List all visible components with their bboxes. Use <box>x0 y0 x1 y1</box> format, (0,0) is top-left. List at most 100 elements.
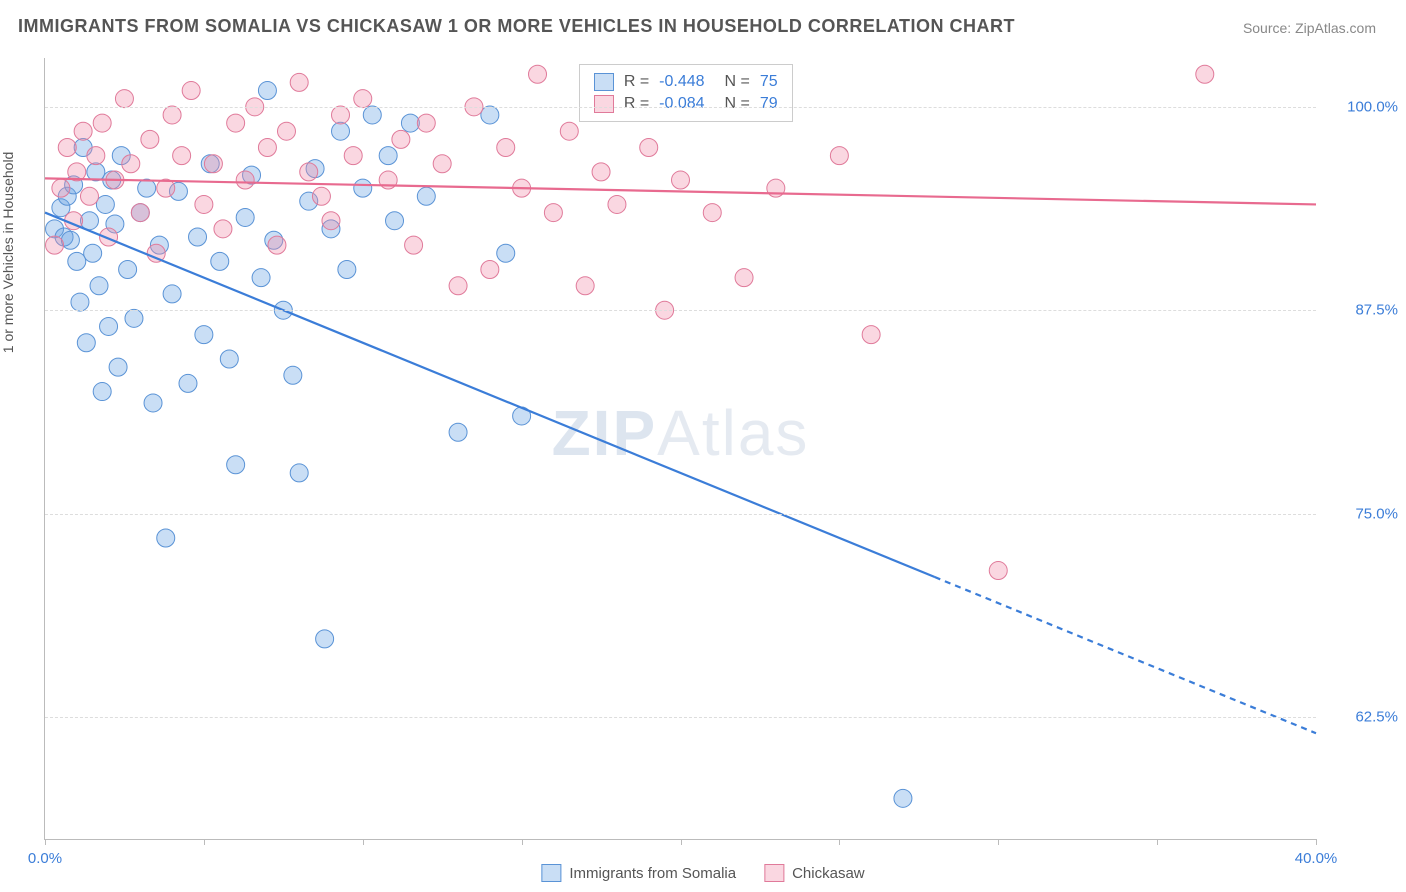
data-point <box>173 147 191 165</box>
data-point <box>100 317 118 335</box>
legend-swatch <box>594 73 614 91</box>
data-point <box>61 231 79 249</box>
data-point <box>227 114 245 132</box>
data-point <box>93 114 111 132</box>
data-point <box>77 334 95 352</box>
source-prefix: Source: <box>1243 20 1295 36</box>
data-point <box>640 138 658 156</box>
bottom-legend-item: Immigrants from Somalia <box>541 864 736 882</box>
data-point <box>284 366 302 384</box>
data-point <box>862 326 880 344</box>
scatter-svg <box>45 58 1316 839</box>
x-tick <box>522 839 523 845</box>
data-point <box>258 82 276 100</box>
data-point <box>379 147 397 165</box>
data-point <box>529 65 547 83</box>
trend-line-extrapolated <box>935 577 1316 733</box>
data-point <box>481 106 499 124</box>
data-point <box>80 212 98 230</box>
data-point <box>363 106 381 124</box>
chart-plot-area: ZIPAtlas R = -0.448 N = 75 R = -0.084 N … <box>44 58 1316 840</box>
legend-r-value: -0.084 <box>659 95 704 113</box>
data-point <box>497 244 515 262</box>
data-point <box>354 179 372 197</box>
legend-n-value: 79 <box>760 95 778 113</box>
y-axis-label: 1 or more Vehicles in Household <box>0 152 16 354</box>
data-point <box>322 212 340 230</box>
data-point <box>195 195 213 213</box>
data-point <box>290 73 308 91</box>
data-point <box>131 204 149 222</box>
data-point <box>157 529 175 547</box>
data-point <box>332 122 350 140</box>
y-tick-label: 75.0% <box>1355 505 1398 522</box>
data-point <box>338 261 356 279</box>
data-point <box>236 208 254 226</box>
data-point <box>68 252 86 270</box>
source-attribution: Source: ZipAtlas.com <box>1243 20 1376 36</box>
y-tick-label: 87.5% <box>1355 302 1398 319</box>
data-point <box>80 187 98 205</box>
x-tick <box>998 839 999 845</box>
data-point <box>211 252 229 270</box>
legend-r-label: R = <box>624 95 649 113</box>
data-point <box>71 293 89 311</box>
data-point <box>316 630 334 648</box>
x-tick-label: 0.0% <box>28 850 62 867</box>
legend-n-label: N = <box>725 95 750 113</box>
data-point <box>119 261 137 279</box>
data-point <box>144 394 162 412</box>
source-link[interactable]: ZipAtlas.com <box>1295 20 1376 36</box>
x-tick <box>839 839 840 845</box>
data-point <box>449 423 467 441</box>
data-point <box>277 122 295 140</box>
data-point <box>544 204 562 222</box>
data-point <box>1196 65 1214 83</box>
data-point <box>344 147 362 165</box>
x-tick <box>681 839 682 845</box>
data-point <box>405 236 423 254</box>
data-point <box>214 220 232 238</box>
data-point <box>204 155 222 173</box>
x-tick <box>1316 839 1317 845</box>
data-point <box>74 122 92 140</box>
data-point <box>894 789 912 807</box>
data-point <box>90 277 108 295</box>
data-point <box>290 464 308 482</box>
data-point <box>220 350 238 368</box>
gridline <box>45 107 1316 108</box>
data-point <box>401 114 419 132</box>
data-point <box>252 269 270 287</box>
data-point <box>312 187 330 205</box>
data-point <box>227 456 245 474</box>
data-point <box>608 195 626 213</box>
data-point <box>735 269 753 287</box>
gridline <box>45 310 1316 311</box>
data-point <box>576 277 594 295</box>
x-tick-label: 40.0% <box>1295 850 1338 867</box>
data-point <box>189 228 207 246</box>
data-point <box>417 187 435 205</box>
chart-title: IMMIGRANTS FROM SOMALIA VS CHICKASAW 1 O… <box>18 16 1015 37</box>
data-point <box>481 261 499 279</box>
data-point <box>163 106 181 124</box>
data-point <box>386 212 404 230</box>
data-point <box>236 171 254 189</box>
data-point <box>179 374 197 392</box>
data-point <box>84 244 102 262</box>
data-point <box>195 326 213 344</box>
legend-n-label: N = <box>725 73 750 91</box>
x-tick <box>363 839 364 845</box>
data-point <box>87 147 105 165</box>
gridline <box>45 717 1316 718</box>
legend-r-value: -0.448 <box>659 73 704 91</box>
data-point <box>592 163 610 181</box>
legend-swatch <box>541 864 561 882</box>
data-point <box>449 277 467 295</box>
data-point <box>122 155 140 173</box>
data-point <box>58 138 76 156</box>
data-point <box>163 285 181 303</box>
legend-n-value: 75 <box>760 73 778 91</box>
data-point <box>560 122 578 140</box>
legend-r-label: R = <box>624 73 649 91</box>
